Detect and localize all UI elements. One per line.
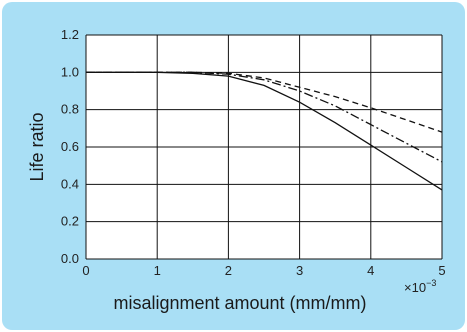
y-tick-label: 0.4 <box>61 176 79 191</box>
grid-lines <box>85 34 443 260</box>
y-tick-label: 1.2 <box>61 27 79 42</box>
series-line-solid <box>86 71 443 191</box>
x-tick-label: 4 <box>367 263 374 278</box>
y-tick-labels: 0.0 0.2 0.4 0.6 0.8 1.0 1.2 <box>61 27 79 266</box>
x-multiplier-label: ×10−3 <box>404 278 436 295</box>
y-tick-label: 0.2 <box>61 214 79 229</box>
y-tick-label: 1.0 <box>61 64 79 79</box>
y-axis-title: Life ratio <box>27 112 47 181</box>
x-tick-labels: 0 1 2 3 4 5 <box>82 263 445 278</box>
series-lines <box>86 71 443 191</box>
x-tick-label: 5 <box>438 263 445 278</box>
x-multiplier-exponent: −3 <box>426 278 436 288</box>
x-axis-title: misalignment amount (mm/mm) <box>113 293 366 313</box>
x-tick-label: 1 <box>154 263 161 278</box>
x-tick-label: 3 <box>296 263 303 278</box>
x-tick-label: 2 <box>225 263 232 278</box>
x-tick-label: 0 <box>82 263 89 278</box>
y-tick-label: 0.0 <box>61 251 79 266</box>
x-multiplier-base: ×10 <box>404 280 426 295</box>
y-tick-label: 0.6 <box>61 139 79 154</box>
y-tick-label: 0.8 <box>61 102 79 117</box>
